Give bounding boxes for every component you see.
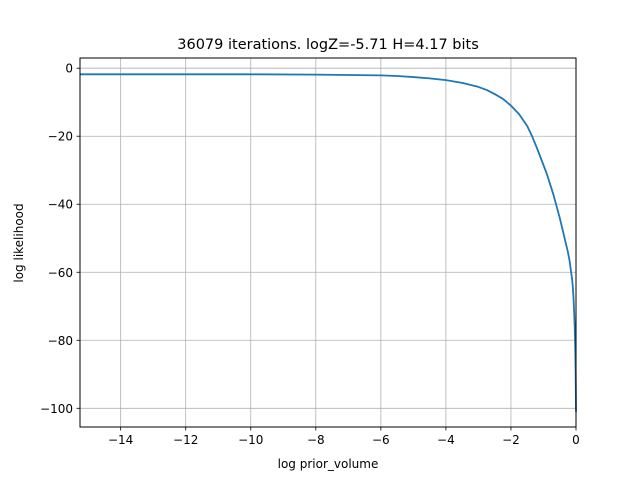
y-tick-label: −20: [48, 130, 73, 144]
x-tick-label: −12: [173, 433, 198, 447]
x-tick-label: −14: [108, 433, 133, 447]
series-line: [80, 73, 577, 412]
plot-frame: [79, 57, 577, 428]
y-tick-label: −60: [48, 266, 73, 280]
x-tick-label: −2: [502, 433, 520, 447]
y-axis-label: log likelihood: [12, 203, 26, 282]
series-layer: [80, 73, 577, 412]
y-tick-label: −100: [40, 402, 73, 416]
x-tick-label: −6: [372, 433, 390, 447]
y-axis-ticks: 0 −20 −40 −60 −80 −100: [40, 62, 80, 416]
x-tick-label: 0: [572, 433, 580, 447]
y-tick-label: 0: [65, 62, 73, 76]
y-tick-label: −40: [48, 198, 73, 212]
x-tick-label: −4: [437, 433, 455, 447]
x-axis-label: log prior_volume: [278, 457, 379, 471]
x-axis-ticks: −14 −12 −10 −8 −6 −4 −2 0: [108, 427, 580, 447]
x-tick-label: −8: [307, 433, 325, 447]
x-tick-label: −10: [238, 433, 263, 447]
y-tick-label: −80: [48, 334, 73, 348]
chart-title: 36079 iterations. logZ=-5.71 H=4.17 bits: [177, 37, 479, 53]
